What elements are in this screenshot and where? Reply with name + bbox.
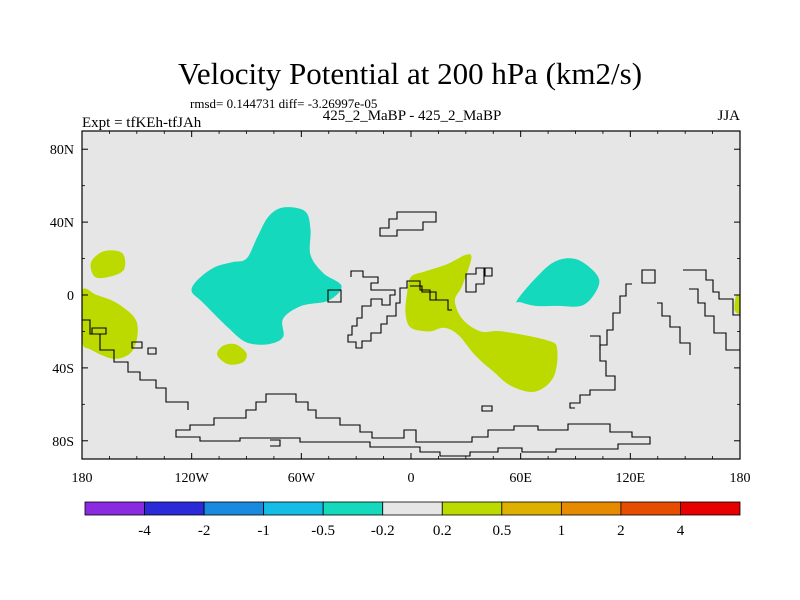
- colorbar-swatch: [84, 501, 145, 516]
- chart-title: Velocity Potential at 200 hPa (km2/s): [178, 56, 642, 91]
- colorbar-swatch: [680, 501, 741, 516]
- colorbar-label: 1: [558, 523, 566, 539]
- colorbar-label: -0.2: [371, 523, 395, 539]
- colorbar-label: -0.5: [311, 523, 335, 539]
- coastlines: [82, 211, 740, 457]
- colorbar: -4 -2 -1 -0.5 -0.2 0.2 0.5 1 2 4: [84, 501, 741, 539]
- colorbar-swatch: [144, 501, 205, 516]
- stats-text: rmsd= 0.144731 diff= -3.26997e-05: [190, 96, 377, 111]
- y-tick-label: 80S: [52, 435, 74, 450]
- colorbar-label: 2: [617, 523, 625, 539]
- season-label: JJA: [717, 108, 740, 124]
- negative-anomaly-region-1: [516, 258, 600, 307]
- colorbar-swatch: [322, 501, 384, 516]
- colorbar-swatch: [501, 501, 562, 516]
- y-tick-label: 0: [67, 289, 74, 304]
- positive-anomaly-region-5: [405, 254, 558, 392]
- colorbar-swatch: [560, 501, 622, 516]
- y-tick-label: 80N: [50, 143, 74, 158]
- colorbar-label: 0.5: [492, 523, 511, 539]
- x-tick-label: 120W: [175, 471, 210, 486]
- colorbar-label: -4: [138, 523, 151, 539]
- colorbar-label: 0.2: [433, 523, 452, 539]
- colorbar-label: -1: [257, 523, 270, 539]
- colorbar-swatch: [620, 501, 681, 516]
- x-tick-label: 180: [72, 471, 93, 486]
- colorbar-swatch: [203, 501, 265, 516]
- negative-anomaly-region-0: [191, 207, 342, 345]
- colorbar-label: 4: [677, 523, 685, 539]
- comparison-label: 425_2_MaBP - 425_2_MaBP: [323, 108, 502, 124]
- x-tick-label: 120E: [616, 471, 646, 486]
- positive-anomaly-region-3: [82, 288, 138, 359]
- x-tick-label: 60E: [509, 471, 532, 486]
- y-tick-label: 40N: [50, 216, 74, 231]
- positive-anomaly-region-2: [90, 250, 126, 279]
- x-tick-label: 180: [730, 471, 751, 486]
- y-axis: 80N 40N 0 40S 80S: [50, 143, 740, 450]
- x-tick-label: 0: [408, 471, 415, 486]
- colorbar-label: -2: [198, 523, 211, 539]
- colorbar-swatch: [263, 501, 324, 516]
- colorbar-swatch: [441, 501, 503, 516]
- colorbar-swatch: [382, 501, 443, 516]
- y-tick-label: 40S: [52, 362, 74, 377]
- positive-anomaly-region-4: [217, 343, 247, 365]
- x-axis: 180 120W 60W 0 60E 120E 180: [72, 131, 751, 486]
- positive-anomaly-region-6: [734, 294, 740, 314]
- contour-regions: [82, 207, 740, 392]
- experiment-label: Expt = tfKEh-tfJAh: [82, 115, 202, 131]
- x-tick-label: 60W: [288, 471, 316, 486]
